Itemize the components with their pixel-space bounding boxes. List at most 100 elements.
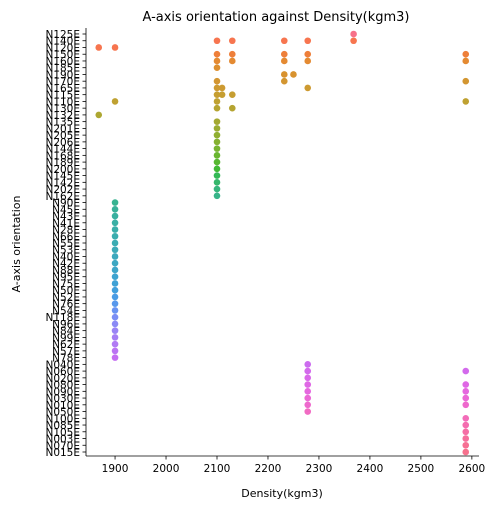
data-point: [111, 280, 119, 287]
data-point: [213, 64, 221, 72]
x-tick-label: 2500: [408, 463, 435, 475]
data-point: [111, 273, 119, 281]
data-point: [462, 381, 470, 388]
y-tick-label: N085E: [45, 420, 80, 432]
data-point: [462, 98, 470, 105]
y-tick-label: N120E: [45, 42, 80, 54]
data-point: [111, 246, 119, 254]
data-point: [228, 50, 236, 58]
data-point: [213, 77, 221, 85]
y-tick-label: N020E: [45, 373, 80, 385]
data-point: [213, 104, 221, 112]
x-axis-label: Density(kgm3): [241, 487, 322, 500]
data-point: [280, 37, 288, 45]
data-point: [228, 91, 236, 98]
data-point: [111, 219, 119, 227]
x-tick-label: 2400: [357, 463, 384, 475]
data-point: [304, 367, 312, 375]
y-axis-label: A-axis orientation: [10, 195, 23, 292]
y-tick-label: N96E: [52, 319, 80, 331]
data-point: [213, 152, 221, 159]
data-point: [213, 172, 221, 179]
data-point: [111, 44, 119, 51]
data-point: [462, 448, 470, 456]
data-point: [462, 414, 470, 422]
y-tick-label: N142E: [45, 177, 80, 189]
y-tick-label: N132E: [45, 110, 80, 122]
data-point: [218, 91, 226, 98]
data-point: [304, 84, 312, 92]
y-tick-label: N145E: [45, 171, 80, 183]
data-point: [304, 374, 312, 382]
data-point: [304, 388, 312, 395]
y-tick-label: N202E: [45, 184, 80, 196]
data-point: [462, 401, 470, 409]
y-tick-label: N84E: [52, 326, 80, 338]
data-point: [213, 37, 221, 45]
y-tick-label: N76E: [52, 299, 80, 311]
y-tick-label: N040E: [45, 359, 80, 371]
y-tick-label: N52E: [52, 292, 80, 304]
y-tick-label: N200E: [45, 164, 80, 176]
y-tick-label: N010E: [45, 400, 80, 412]
data-point: [213, 98, 221, 105]
y-tick-label: N99E: [52, 332, 80, 344]
y-tick-label: N41E: [52, 218, 80, 230]
y-tick-label: N170E: [45, 76, 80, 88]
data-point: [304, 50, 312, 58]
data-point: [213, 165, 221, 173]
y-tick-label: N40E: [52, 251, 80, 263]
y-axis-ticks: N125EN140EN120EN150EN160EN185EN190EN170E…: [45, 29, 86, 459]
x-tick-label: 2100: [204, 463, 231, 475]
data-point: [213, 84, 221, 92]
data-point: [304, 57, 312, 65]
data-point: [462, 57, 470, 65]
data-point: [280, 57, 288, 65]
y-tick-label: N160E: [45, 56, 80, 68]
y-tick-label: N185E: [45, 63, 80, 75]
y-tick-label: N88E: [52, 265, 80, 277]
y-tick-label: N150E: [45, 49, 80, 61]
data-point: [213, 57, 221, 65]
y-tick-label: N54E: [52, 305, 80, 317]
data-point: [213, 158, 221, 166]
y-tick-label: N50E: [52, 285, 80, 297]
y-tick-label: N55E: [52, 238, 80, 250]
y-tick-label: N206E: [45, 137, 80, 149]
data-point: [304, 408, 312, 415]
x-tick-label: 2300: [306, 463, 333, 475]
y-tick-label: N75E: [52, 278, 80, 290]
data-point: [111, 266, 119, 274]
data-point: [462, 441, 470, 449]
y-tick-label: N080E: [45, 380, 80, 392]
data-point: [213, 125, 221, 132]
data-point: [111, 259, 119, 267]
data-point: [304, 381, 312, 388]
data-points: [95, 30, 470, 456]
y-tick-label: N070E: [45, 440, 80, 452]
data-point: [462, 388, 470, 395]
data-point: [350, 30, 357, 38]
data-point: [213, 91, 221, 98]
y-tick-label: N118E: [45, 312, 80, 324]
y-tick-label: N42E: [52, 258, 80, 270]
y-tick-label: N140E: [45, 36, 80, 48]
y-tick-label: N90E: [52, 198, 80, 210]
data-point: [111, 232, 119, 240]
data-point: [111, 226, 119, 233]
data-point: [462, 77, 470, 85]
data-point: [111, 307, 119, 314]
data-point: [462, 367, 470, 375]
y-tick-label: N205E: [45, 130, 80, 142]
y-tick-label: N28E: [52, 225, 80, 237]
y-tick-label: N162E: [45, 191, 80, 203]
data-point: [213, 192, 221, 200]
y-tick-label: N144E: [45, 144, 80, 156]
x-tick-label: 2000: [153, 463, 180, 475]
data-point: [280, 71, 288, 78]
data-point: [213, 50, 221, 58]
y-tick-label: N66E: [52, 231, 80, 243]
data-point: [290, 71, 297, 78]
data-point: [228, 57, 236, 65]
